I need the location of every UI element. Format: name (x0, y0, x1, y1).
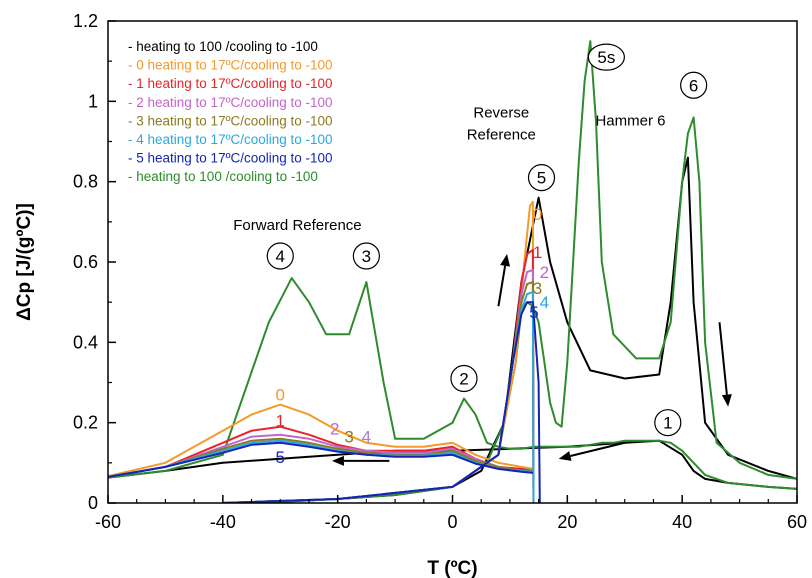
series-line-1 (222, 156, 797, 503)
circled-label-5: 3 (362, 247, 371, 266)
x-axis-label: T (ºC) (427, 558, 477, 578)
series-line-10 (108, 437, 533, 478)
y-axis-label: ΔCp [J/(gºC)] (14, 203, 35, 321)
series-line-14 (108, 441, 534, 478)
arrow-shaft-3 (718, 322, 728, 395)
circled-marker-10 (654, 409, 682, 437)
arrow-shaft-1 (570, 441, 625, 457)
curve-label-22: 5 (529, 303, 538, 322)
circled-label-6: 2 (459, 369, 468, 388)
circled-marker-6 (450, 364, 478, 393)
series-line-9 (222, 269, 535, 503)
legend-entry-4: - 3 heating to 17ºC/cooling to -100 (128, 113, 333, 128)
x-tick-label-1: -40 (210, 512, 236, 532)
circled-marker-7 (527, 164, 556, 192)
curve-label-18: 1 (533, 243, 542, 262)
x-tick-label-0: -60 (95, 512, 121, 532)
annotations-layer: Forward Reference Reverse Reference Hammer … (233, 43, 708, 467)
annotation-3: Hammer 6 (595, 112, 665, 129)
curve-label-19: 2 (540, 263, 549, 282)
y-tick-label-3: 0.6 (73, 252, 98, 272)
curve-label-13: 2 (330, 420, 339, 439)
series-line-15 (222, 301, 541, 503)
y-tick-label-6: 1.2 (73, 11, 98, 31)
curves-layer (108, 40, 797, 503)
x-tick-label-5: 40 (672, 512, 692, 532)
curve-label-12: 1 (276, 412, 285, 431)
circled-label-7: 5 (537, 169, 546, 188)
y-tick-label-4: 0.8 (73, 172, 98, 192)
legend-entry-5: - 4 heating to 17ºC/cooling to -100 (128, 132, 333, 147)
circled-marker-4 (266, 242, 294, 270)
series-line-13 (222, 291, 535, 503)
curve-label-14: 3 (344, 428, 353, 447)
curve-label-16: 5 (276, 448, 285, 467)
curve-label-17: 0 (533, 205, 542, 224)
arrow-head-1 (558, 451, 572, 461)
y-ticks: 0 0.2 0.4 0.6 0.8 1 1.2 (73, 11, 116, 513)
circled-marker-8 (587, 43, 625, 71)
arrow-head-2 (500, 253, 511, 267)
legend-entry-2: - 1 heating to 17ºC/cooling to -100 (128, 76, 333, 91)
circled-label-4: 4 (276, 247, 285, 266)
y-tick-label-5: 1 (88, 91, 98, 111)
y-tick-label-0: 0 (88, 493, 98, 513)
arrow-head-0 (331, 455, 344, 466)
x-tick-label-3: 0 (447, 512, 457, 532)
curve-label-15: 4 (362, 428, 371, 447)
axes-layer: 00.20.40.60.811.2 -60 -40 -20 0 20 40 60 (73, 11, 807, 532)
x-tick-label-2: -20 (325, 512, 351, 532)
arrows-layer (331, 253, 732, 466)
curve-label-21: 4 (540, 293, 549, 312)
circled-marker-9 (680, 71, 708, 99)
x-ticks: -60 -40 -20 0 20 40 60 (95, 495, 807, 532)
circled-label-10: 1 (663, 414, 672, 433)
legend-entry-1: - 0 heating to 17ºC/cooling to -100 (128, 58, 333, 73)
arrow-head-3 (721, 394, 732, 407)
legend-entry-7: - heating to 100 /cooling to -100 (128, 169, 318, 184)
legend-entry-0: - heating to 100 /cooling to -100 (128, 39, 318, 54)
y-tick-label-2: 0.4 (73, 332, 98, 352)
annotation-2: Reference (467, 126, 536, 143)
series-line-11 (222, 281, 535, 503)
x-tick-label-6: 60 (787, 512, 807, 532)
circled-label-9: 6 (689, 76, 698, 95)
curve-label-20: 3 (533, 279, 542, 298)
curve-label-11: 0 (276, 386, 285, 405)
annotation-0: Forward Reference (233, 217, 361, 234)
circled-marker-5 (352, 242, 380, 270)
circled-label-8: 5s (597, 48, 615, 67)
series-line-3 (222, 40, 797, 503)
legend-entry-6: - 5 heating to 17ºC/cooling to -100 (128, 151, 333, 166)
x-tick-label-4: 20 (557, 512, 577, 532)
y-tick-label-1: 0.2 (73, 413, 98, 433)
annotation-1: Reverse (473, 104, 529, 121)
arrow-shaft-2 (497, 265, 507, 307)
legend: - heating to 100 /cooling to -100 - 0 hea… (128, 39, 333, 184)
legend-entry-3: - 2 heating to 17ºC/cooling to -100 (128, 95, 333, 110)
series-line-2 (108, 277, 797, 490)
